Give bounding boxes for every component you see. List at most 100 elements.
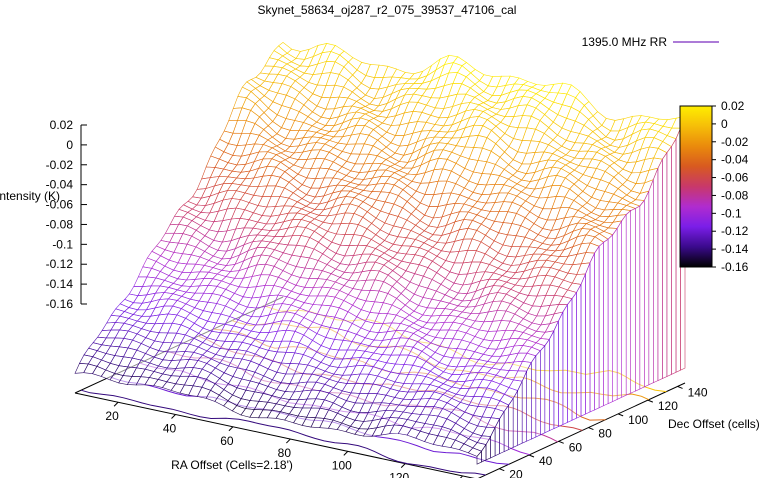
y-tick: 120 bbox=[647, 399, 678, 413]
surface-wall-cell bbox=[517, 381, 523, 446]
chart-title: Skynet_58634_oj287_r2_075_39537_47106_ca… bbox=[258, 3, 517, 17]
x-axis-label: RA Offset (Cells=2.18') bbox=[171, 458, 293, 472]
y-tick: 80 bbox=[588, 427, 612, 441]
z-tick: 0.02 bbox=[50, 118, 87, 132]
x-axis-line bbox=[74, 392, 478, 480]
y-tick-label: 20 bbox=[509, 468, 523, 478]
z-tick: -0.14 bbox=[46, 277, 87, 291]
colorbar-tick: -0.1 bbox=[712, 206, 742, 220]
surface-wall-cell bbox=[621, 213, 627, 398]
z-tick-label: -0.16 bbox=[46, 297, 74, 311]
surface-wall-cell bbox=[616, 219, 623, 400]
y-tick-label: 120 bbox=[658, 399, 678, 413]
surface-wall-cell bbox=[576, 283, 582, 419]
z-tick: -0.16 bbox=[46, 297, 87, 311]
y-tick-label: 60 bbox=[569, 440, 583, 454]
surface-wall-cell bbox=[585, 262, 591, 415]
surface-wall-cell bbox=[639, 199, 645, 390]
z-tick-label: -0.04 bbox=[46, 178, 74, 192]
z-tick-label: -0.08 bbox=[46, 217, 74, 231]
z-tick-label: -0.02 bbox=[46, 158, 74, 172]
colorbar-tick: -0.08 bbox=[712, 188, 749, 202]
x-tick-label: 120 bbox=[389, 471, 409, 478]
surface-wall-cell bbox=[530, 354, 537, 440]
surface-wall-cell bbox=[548, 330, 555, 432]
colorbar-tick: -0.16 bbox=[712, 260, 749, 274]
y-tick-label: 140 bbox=[688, 385, 708, 399]
z-tick: -0.08 bbox=[46, 217, 87, 231]
colorbar-tick-label: 0.02 bbox=[721, 99, 745, 113]
surface-wall-cell bbox=[607, 234, 614, 405]
surface-wall-cell bbox=[512, 389, 519, 448]
surface-wall-cell bbox=[598, 241, 604, 409]
colorbar-ticks: 0.02 0 -0.02 -0.04 -0.06 -0.08 -0.1 -0.12 -0.14 -… bbox=[712, 99, 749, 274]
contour-line bbox=[80, 389, 486, 476]
x-tick-label: 40 bbox=[163, 422, 177, 436]
y-tick: 60 bbox=[558, 440, 583, 454]
surface-wall-cell bbox=[567, 297, 573, 423]
surface-wall-cell bbox=[589, 252, 595, 413]
legend: 1395.0 MHz RR bbox=[582, 35, 719, 49]
surface-wall-cell bbox=[643, 191, 650, 388]
z-tick: -0.06 bbox=[46, 198, 87, 212]
surface-wall-cell bbox=[571, 291, 577, 421]
surface-wall-cell bbox=[544, 338, 550, 434]
colorbar-tick-label: -0.02 bbox=[721, 135, 749, 149]
y-axis-line bbox=[476, 382, 686, 480]
surface-wall-cell bbox=[594, 245, 600, 411]
x-tick: 100 bbox=[332, 451, 352, 472]
colorbar-tick: -0.12 bbox=[712, 224, 749, 238]
surface-wall-cell bbox=[652, 168, 659, 384]
y-tick: 100 bbox=[617, 413, 648, 427]
colorbar-tick-label: -0.08 bbox=[721, 188, 749, 202]
surface-wall-cell bbox=[648, 179, 654, 386]
colorbar-tick-label: 0 bbox=[721, 117, 728, 131]
x-tick: 40 bbox=[163, 414, 177, 436]
surface-wall-cell bbox=[634, 205, 641, 392]
colorbar-tick: 0.02 bbox=[712, 99, 745, 113]
x-tick-label: 80 bbox=[278, 446, 292, 460]
surface-wall-cell bbox=[535, 350, 541, 438]
colorbar-tick-label: -0.12 bbox=[721, 224, 749, 238]
y-tick: 40 bbox=[528, 454, 553, 468]
surface-wall-cell bbox=[553, 320, 559, 430]
y-tick: 140 bbox=[677, 385, 708, 399]
z-tick: -0.04 bbox=[46, 178, 87, 192]
z-tick: 0 bbox=[66, 138, 87, 152]
surface-wall-cell bbox=[580, 273, 586, 417]
surface-wall-cell bbox=[625, 209, 632, 396]
surface-wall-cell bbox=[499, 410, 505, 455]
colorbar-tick-label: -0.04 bbox=[721, 153, 749, 167]
legend-label: 1395.0 MHz RR bbox=[582, 35, 668, 49]
colorbar: 0.02 0 -0.02 -0.04 -0.06 -0.08 -0.1 -0.12 -0.14 -… bbox=[679, 99, 749, 274]
surface-wall-cell bbox=[662, 151, 668, 379]
colorbar-tick-label: -0.1 bbox=[721, 206, 742, 220]
surface-wall-cell bbox=[657, 159, 663, 382]
z-tick-label: 0 bbox=[66, 138, 73, 152]
x-tick: 60 bbox=[220, 426, 234, 448]
surface-wall-cell bbox=[539, 345, 546, 436]
surface-wall-cell bbox=[503, 404, 510, 453]
surface-wall-cell bbox=[508, 397, 514, 450]
z-tick-label: -0.06 bbox=[46, 198, 74, 212]
colorbar-tick: -0.06 bbox=[712, 171, 749, 185]
colorbar-tick-label: -0.06 bbox=[721, 171, 749, 185]
z-axis-label: Intensity (K) bbox=[0, 189, 60, 203]
z-tick: -0.1 bbox=[52, 237, 87, 251]
colorbar-tick: 0 bbox=[712, 117, 728, 131]
z-tick-label: 0.02 bbox=[50, 118, 74, 132]
z-tick: -0.02 bbox=[46, 158, 87, 172]
surface-wall-cell bbox=[612, 227, 618, 402]
surface-mesh bbox=[74, 42, 686, 465]
colorbar-gradient bbox=[679, 105, 713, 268]
x-tick-label: 60 bbox=[220, 434, 234, 448]
x-tick-label: 20 bbox=[105, 409, 119, 423]
z-axis: 0.02 0 -0.02 -0.04 -0.06 -0.08 -0.1 -0.12 -0.14 -… bbox=[46, 118, 87, 311]
x-tick: 20 bbox=[105, 401, 119, 423]
x-tick-label: 100 bbox=[332, 458, 352, 472]
z-tick-label: -0.14 bbox=[46, 277, 74, 291]
y-tick: 20 bbox=[499, 468, 523, 482]
surface-wall-cell bbox=[558, 311, 564, 427]
surface-wall-cell bbox=[671, 137, 677, 375]
